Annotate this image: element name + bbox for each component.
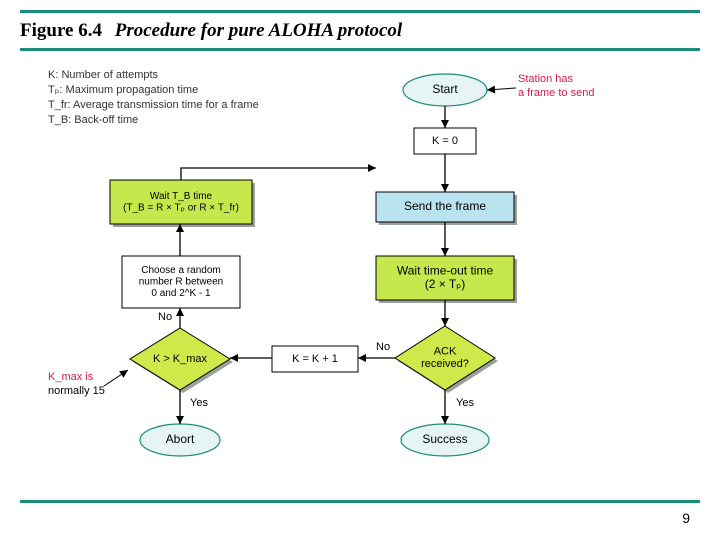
svg-text:K > K_max: K > K_max: [153, 353, 208, 365]
svg-text:ACK: ACK: [434, 346, 457, 358]
svg-text:Success: Success: [422, 432, 467, 446]
svg-text:Yes: Yes: [190, 397, 208, 409]
svg-text:No: No: [376, 341, 390, 353]
svg-text:K = K + 1: K = K + 1: [292, 353, 338, 365]
svg-text:K: Number of attempts: K: Number of attempts: [48, 69, 159, 81]
svg-text:a frame to send: a frame to send: [518, 87, 594, 99]
svg-text:Yes: Yes: [456, 397, 474, 409]
svg-text:Abort: Abort: [166, 432, 195, 446]
svg-text:T_fr: Average transmission tim: T_fr: Average transmission time for a fr…: [48, 99, 259, 111]
svg-text:Station has: Station has: [518, 73, 574, 85]
svg-text:Wait time-out time: Wait time-out time: [397, 263, 494, 277]
svg-text:received?: received?: [421, 358, 469, 370]
svg-text:Choose a random: Choose a random: [141, 265, 221, 276]
svg-text:(T_B = R × Tₚ or R × T_fr): (T_B = R × Tₚ or R × T_fr): [123, 202, 239, 213]
svg-text:No: No: [158, 311, 172, 323]
svg-text:Wait T_B time: Wait T_B time: [150, 191, 213, 202]
svg-text:0 and 2^K - 1: 0 and 2^K - 1: [151, 288, 211, 299]
svg-text:Send the frame: Send the frame: [404, 199, 486, 213]
svg-text:K_max is: K_max is: [48, 371, 94, 383]
flowchart: K: Number of attempts Tₚ: Maximum propaga…: [0, 0, 720, 540]
svg-text:normally 15: normally 15: [48, 385, 105, 397]
page-number: 9: [682, 510, 690, 526]
svg-text:K = 0: K = 0: [432, 135, 458, 147]
svg-text:number R between: number R between: [139, 277, 224, 288]
svg-text:(2 × Tₚ): (2 × Tₚ): [425, 277, 466, 291]
svg-text:Start: Start: [432, 82, 458, 96]
svg-text:T_B: Back-off time: T_B: Back-off time: [48, 114, 138, 126]
svg-text:Tₚ: Maximum propagation time: Tₚ: Maximum propagation time: [48, 84, 198, 96]
